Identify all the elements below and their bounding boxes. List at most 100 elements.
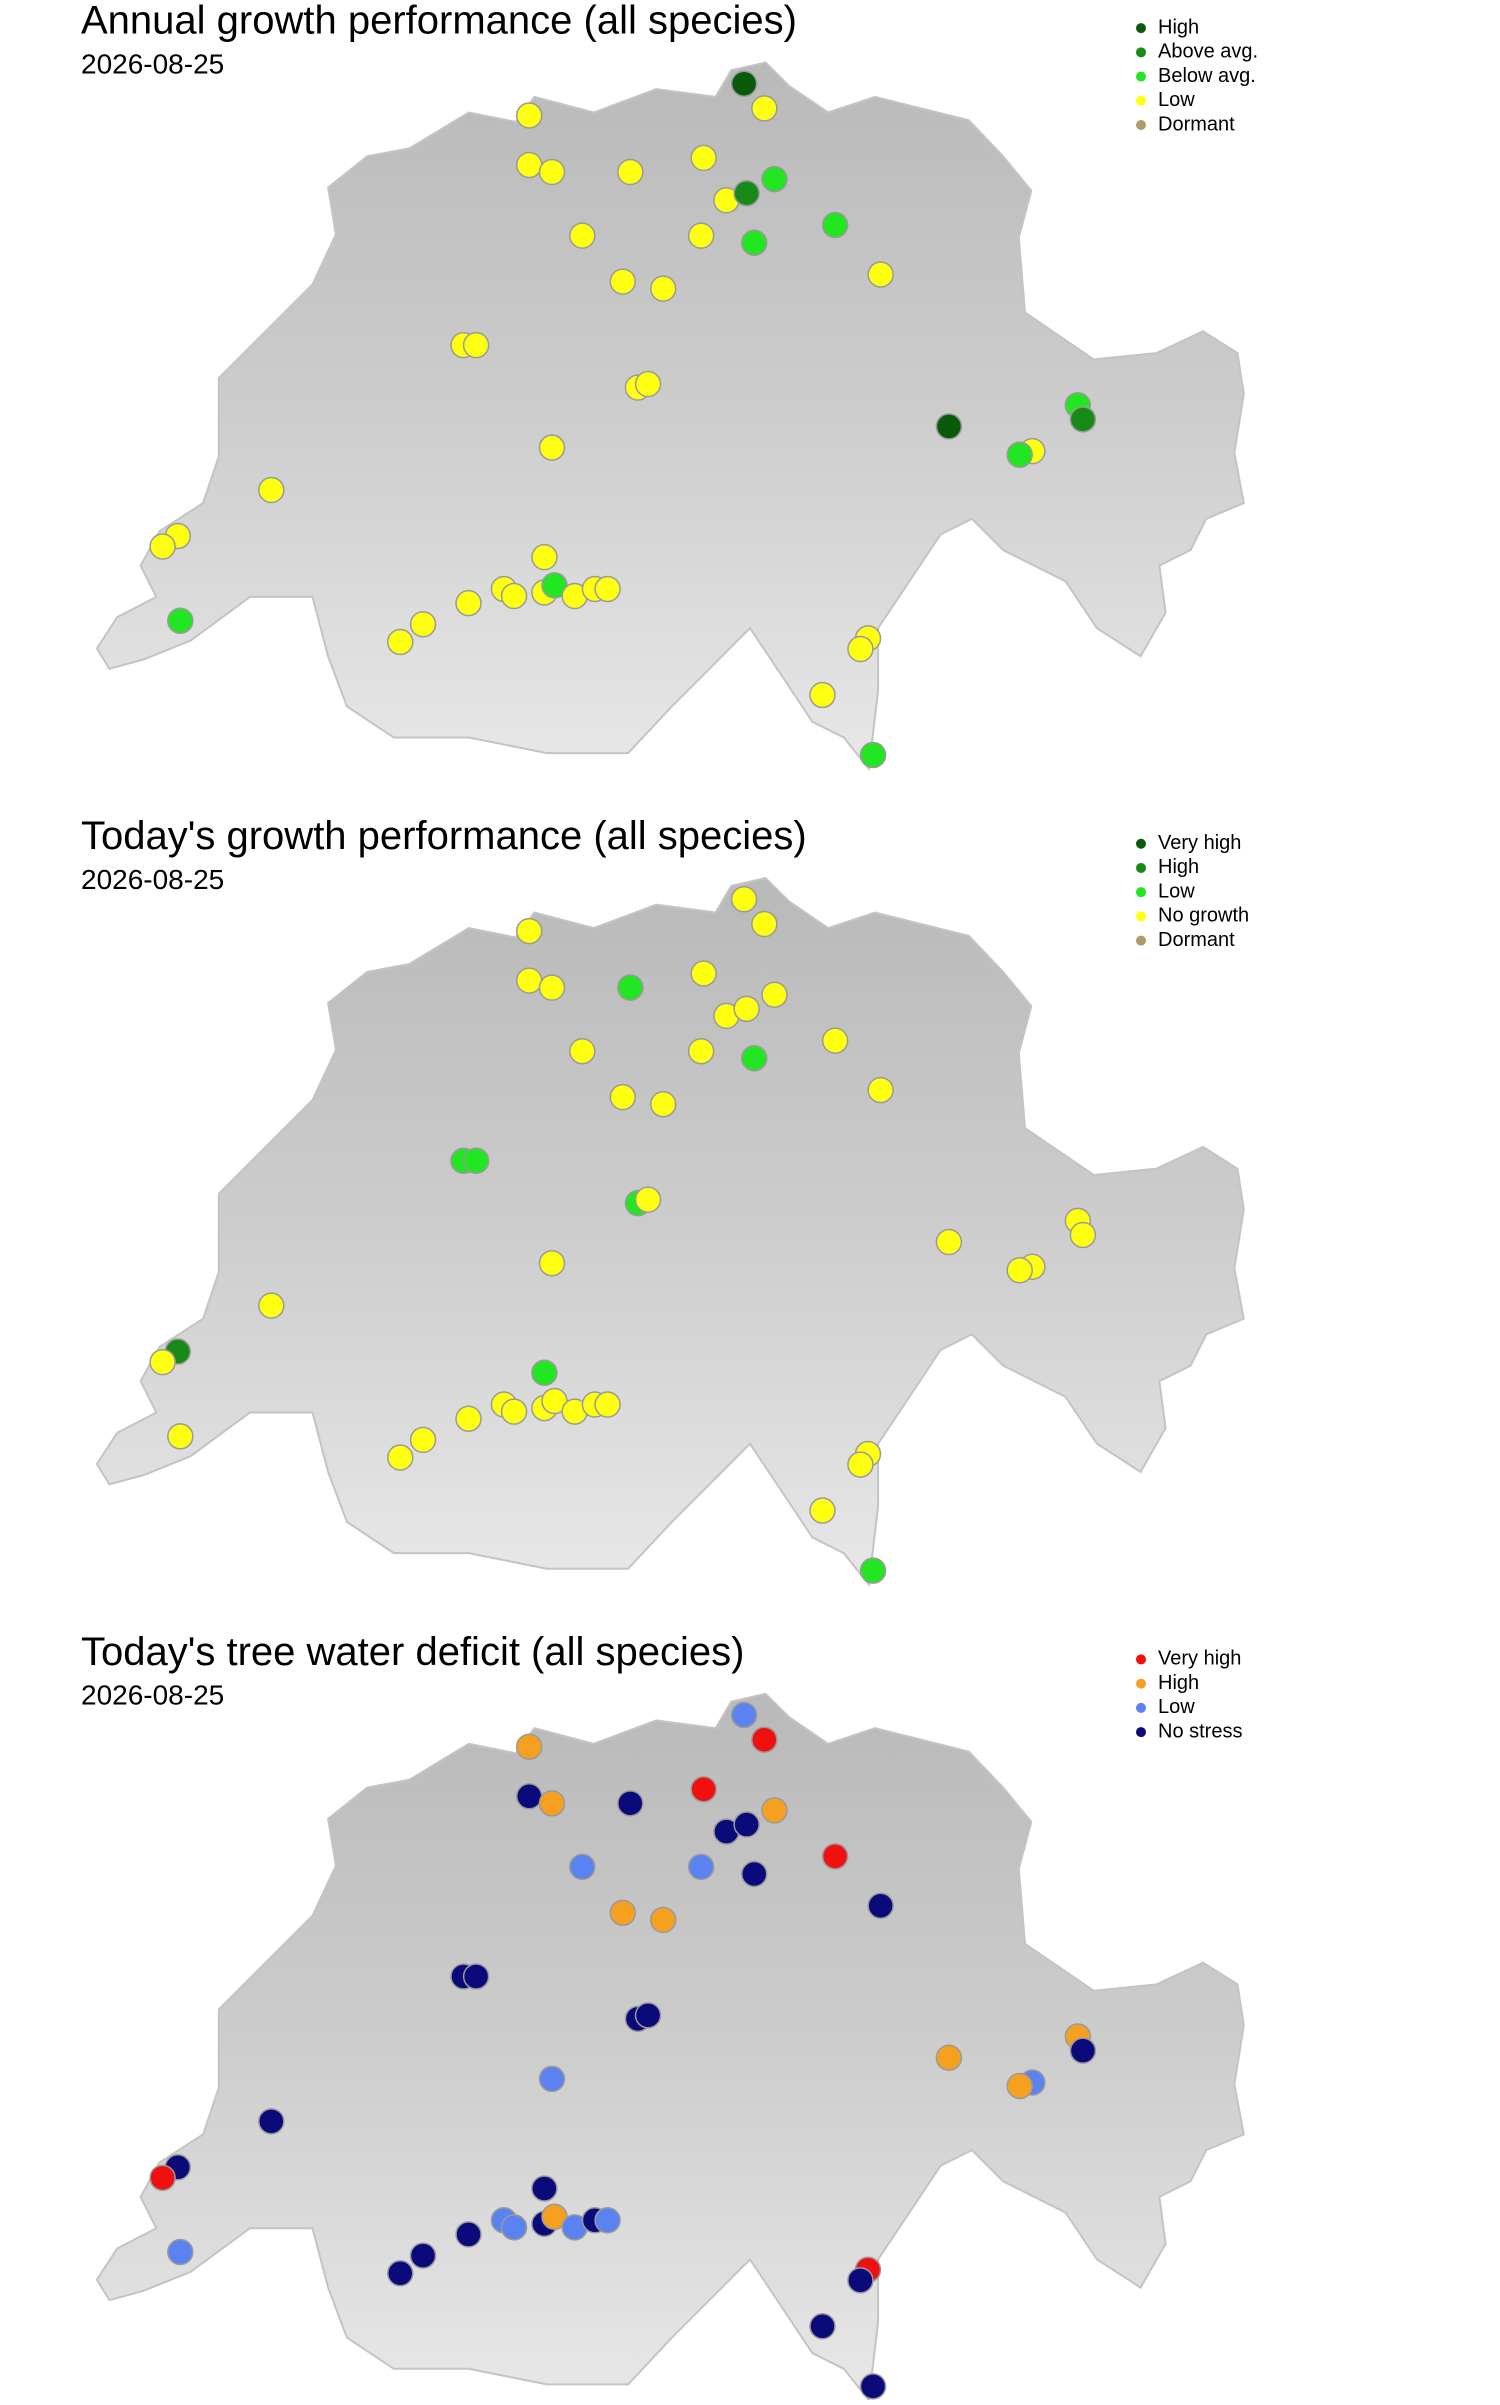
- map-date: 2026-08-25: [81, 864, 224, 895]
- site-point: [1069, 406, 1097, 433]
- site-point: [455, 1405, 482, 1432]
- legend-label: No growth: [1158, 905, 1249, 927]
- site-point: [538, 1249, 566, 1277]
- site-point: [258, 2108, 285, 2135]
- site-point: [609, 1083, 637, 1111]
- site-point: [634, 370, 662, 398]
- site-point: [867, 1892, 894, 1920]
- site-point: [515, 967, 543, 994]
- legend-swatch: [1136, 1727, 1146, 1738]
- site-point: [859, 2373, 887, 2400]
- country-relief: [95, 61, 1245, 772]
- site-point: [687, 222, 715, 249]
- country-relief: [95, 877, 1245, 1587]
- legend-swatch: [1136, 1702, 1146, 1713]
- site-point: [515, 102, 543, 129]
- legend-label: No stress: [1158, 1720, 1242, 1742]
- site-point: [649, 1090, 677, 1118]
- site-point: [538, 434, 566, 461]
- site-point: [935, 2044, 963, 2071]
- site-point: [634, 1186, 662, 1213]
- site-point: [515, 917, 543, 945]
- site-point: [847, 1451, 874, 1478]
- site-point: [258, 1292, 285, 1319]
- legend-swatch: [1136, 935, 1146, 946]
- site-point: [761, 1797, 788, 1824]
- legend-label: High: [1158, 1672, 1199, 1694]
- site-point: [751, 910, 778, 938]
- legend-label: Low: [1158, 1696, 1195, 1718]
- site-point: [821, 1027, 849, 1054]
- map-title: Today's tree water deficit (all species): [81, 1630, 744, 1674]
- site-point: [409, 1426, 437, 1454]
- site-point: [455, 2221, 482, 2248]
- site-point: [515, 151, 543, 179]
- site-point: [569, 222, 596, 249]
- site-point: [167, 2238, 194, 2266]
- site-point: [462, 331, 490, 359]
- legend-label: Very high: [1158, 832, 1241, 854]
- legend-label: Above avg.: [1158, 41, 1258, 63]
- site-point: [617, 158, 644, 186]
- legend-swatch: [1136, 47, 1146, 58]
- site-point: [538, 974, 566, 1001]
- map-date: 2026-08-25: [81, 1680, 224, 1711]
- site-point: [569, 1037, 596, 1065]
- map-panel: Annual growth performance (all species) 2…: [81, 0, 1258, 772]
- site-point: [687, 1853, 715, 1881]
- site-point: [733, 179, 760, 207]
- site-point: [258, 476, 285, 504]
- site-point: [149, 1348, 176, 1376]
- site-point: [690, 960, 717, 987]
- legend-swatch: [1136, 887, 1146, 898]
- site-point: [617, 974, 644, 1001]
- legend-label: High: [1158, 856, 1199, 878]
- map-panel: Today's growth performance (all species)…: [81, 814, 1249, 1587]
- legend-swatch: [1136, 1654, 1146, 1665]
- site-point: [751, 1726, 778, 1753]
- site-point: [935, 1228, 963, 1256]
- legend-label: Dormant: [1158, 113, 1235, 135]
- site-point: [859, 741, 887, 769]
- legend-label: Low: [1158, 89, 1195, 111]
- site-point: [935, 413, 963, 440]
- site-point: [149, 533, 176, 560]
- site-point: [867, 261, 894, 288]
- site-point: [733, 1811, 760, 1838]
- site-point: [809, 681, 836, 709]
- legend-swatch: [1136, 911, 1146, 922]
- site-point: [809, 1497, 836, 1524]
- site-point: [387, 2260, 414, 2287]
- site-point: [1006, 2072, 1033, 2100]
- site-point: [1006, 1257, 1033, 1284]
- legend-swatch: [1136, 1678, 1146, 1689]
- site-point: [690, 144, 717, 172]
- site-point: [387, 628, 414, 656]
- site-point: [761, 981, 788, 1008]
- site-point: [594, 2207, 621, 2234]
- site-point: [531, 2175, 558, 2202]
- legend-swatch: [1136, 120, 1146, 130]
- site-point: [167, 1423, 194, 1450]
- legend-label: Dormant: [1158, 929, 1235, 951]
- legend-swatch: [1136, 862, 1146, 873]
- site-point: [531, 1359, 558, 1387]
- site-point: [149, 2164, 176, 2192]
- site-point: [387, 1444, 414, 1471]
- site-point: [730, 886, 758, 913]
- site-point: [821, 211, 849, 239]
- country-relief: [95, 1692, 1245, 2403]
- site-point: [500, 582, 528, 610]
- site-point: [617, 1790, 644, 1817]
- site-point: [409, 2242, 437, 2269]
- site-point: [730, 70, 758, 97]
- site-point: [500, 2214, 528, 2241]
- legend-swatch: [1136, 23, 1146, 34]
- site-point: [455, 589, 482, 617]
- site-point: [649, 1906, 677, 1934]
- legend-swatch: [1136, 71, 1146, 82]
- legend-label: Low: [1158, 880, 1195, 902]
- site-point: [515, 1783, 543, 1810]
- site-point: [594, 1391, 621, 1418]
